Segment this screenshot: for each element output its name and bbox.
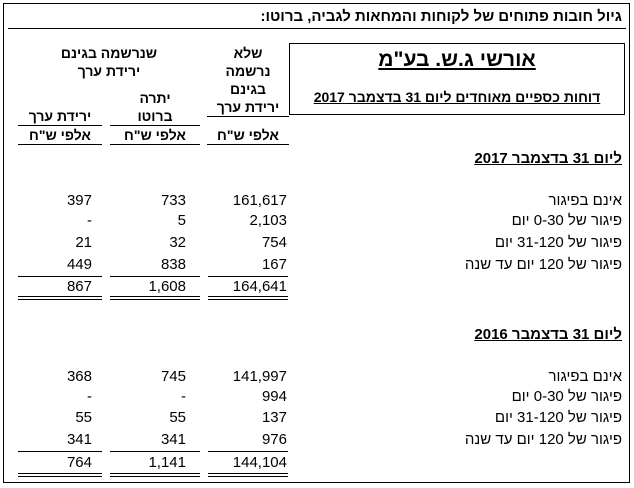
cell-gross: 55 xyxy=(169,409,186,426)
cell-gross: 5 xyxy=(177,212,186,229)
header-not-recorded: שלא נרשמה בגינם ירידת ערך xyxy=(207,44,289,117)
cell-gross: 341 xyxy=(160,431,186,448)
subtotal-rule xyxy=(18,451,102,452)
total-double-rule xyxy=(18,473,102,477)
cell-impairment: 21 xyxy=(75,234,92,251)
row-label: פיגור של 31-120 יום xyxy=(494,234,622,251)
header-not-recorded-line1: שלא xyxy=(233,45,263,61)
cell-impairment: 341 xyxy=(66,431,92,448)
cell-not-recorded: 2,103 xyxy=(249,212,287,229)
row-label: פיגור של 0-30 יום xyxy=(511,388,622,405)
cell-gross: - xyxy=(181,388,186,405)
cell-not-recorded: 137 xyxy=(261,409,287,426)
cell-gross: 745 xyxy=(160,368,186,385)
total-gross: 1,608 xyxy=(148,278,186,295)
cell-gross: 733 xyxy=(160,192,186,209)
company-name: אורשי ג.ש. בע"מ xyxy=(378,48,536,71)
document-frame xyxy=(3,3,630,483)
total-double-rule xyxy=(110,473,200,477)
cell-impairment: - xyxy=(87,212,92,229)
total-gross: 1,141 xyxy=(148,454,186,471)
row-label: פיגור של 120 יום עד שנה xyxy=(464,431,622,448)
company-box: אורשי ג.ש. בע"מ דוחות כספיים מאוחדים ליו… xyxy=(289,43,625,115)
group-header-line2: ירידת ערך xyxy=(77,63,141,79)
cell-impairment: 55 xyxy=(75,409,92,426)
report-subtitle: דוחות כספיים מאוחדים ליום 31 בדצמבר 2017 xyxy=(313,89,601,105)
header-gross-line1: יתרה xyxy=(139,90,171,106)
total-not-recorded: 164,641 xyxy=(232,278,287,295)
row-label: פיגור של 0-30 יום xyxy=(511,212,622,229)
header-not-recorded-line3: בגינם xyxy=(229,81,266,97)
total-impairment: 764 xyxy=(66,454,92,471)
subtotal-rule xyxy=(208,451,288,452)
cell-gross: 32 xyxy=(169,234,186,251)
row-label: פיגור של 120 יום עד שנה xyxy=(464,256,622,273)
row-label: אינם בפיגור xyxy=(548,368,622,385)
cell-not-recorded: 167 xyxy=(261,256,287,273)
cell-not-recorded: 994 xyxy=(261,388,287,405)
group-header-recorded: שנרשמה בגינם ירידת ערך xyxy=(18,44,200,80)
subtotal-rule xyxy=(110,451,200,452)
cell-impairment: 449 xyxy=(66,256,92,273)
total-double-rule xyxy=(208,473,288,477)
header-not-recorded-line4: ירידת ערך xyxy=(216,99,280,115)
page-title: גיול חובות פתוחים של לקוחות והמחאות לגבי… xyxy=(260,8,622,25)
subtotal-rule xyxy=(18,276,102,277)
cell-not-recorded: 976 xyxy=(261,431,287,448)
total-impairment: 867 xyxy=(66,278,92,295)
unit-gross: אלפי ש"ח xyxy=(110,126,200,145)
unit-impairment: אלפי ש"ח xyxy=(18,126,102,145)
cell-not-recorded: 141,997 xyxy=(232,368,287,385)
total-double-rule xyxy=(18,296,102,300)
total-double-rule xyxy=(110,296,200,300)
subtotal-rule xyxy=(110,276,200,277)
cell-impairment: 397 xyxy=(66,192,92,209)
section-heading-2017: ליום 31 בדצמבר 2017 xyxy=(474,150,622,167)
title-rule xyxy=(8,28,626,29)
total-double-rule xyxy=(208,296,288,300)
unit-not-recorded: אלפי ש"ח xyxy=(207,126,289,145)
row-label: פיגור של 31-120 יום xyxy=(494,409,622,426)
cell-impairment: 368 xyxy=(66,368,92,385)
header-impairment: ירידת ערך xyxy=(18,107,102,126)
cell-not-recorded: 161,617 xyxy=(232,192,287,209)
header-gross-line2: ברוטו xyxy=(137,108,173,124)
group-header-line1: שנרשמה בגינם xyxy=(60,45,158,61)
total-not-recorded: 144,104 xyxy=(232,454,287,471)
cell-impairment: - xyxy=(87,388,92,405)
cell-not-recorded: 754 xyxy=(261,234,287,251)
header-gross-balance: יתרה ברוטו xyxy=(110,89,200,126)
header-impairment-line1: ירידת ערך xyxy=(28,108,92,124)
subtotal-rule xyxy=(208,276,288,277)
header-not-recorded-line2: נרשמה xyxy=(225,63,271,79)
section-heading-2016: ליום 31 בדצמבר 2016 xyxy=(474,326,622,343)
cell-gross: 838 xyxy=(160,256,186,273)
row-label: אינם בפיגור xyxy=(548,192,622,209)
